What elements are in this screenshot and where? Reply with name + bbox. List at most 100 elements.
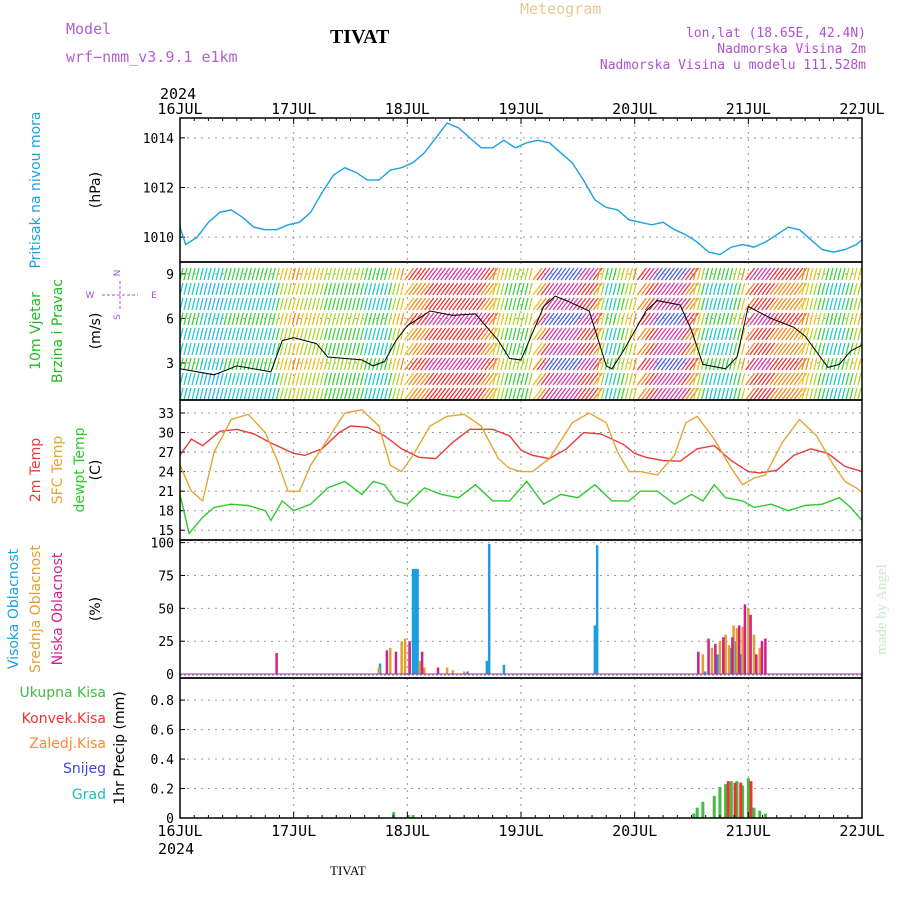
bar-0-4 [466,671,469,675]
wind-barb [817,297,822,311]
wind-barb [428,342,439,356]
wind-barb [560,297,571,311]
wind-barb [604,297,609,311]
wind-barb [849,357,854,371]
wind-barb [652,312,663,326]
wind-barb [753,387,764,400]
wind-barb [741,267,746,281]
wind-barb [592,312,603,326]
bar-1-1 [733,782,737,818]
wind-barb [367,267,373,281]
wind-barb [504,372,509,386]
wind-barb [556,357,567,371]
bar-0-14 [758,810,762,818]
wind-barb [749,267,760,281]
wind-barb [636,297,647,311]
ylabel-wind: (m/s) [88,313,104,350]
wind-barb [672,357,683,371]
wind-barb [440,387,451,400]
wind-barb [480,387,491,400]
wind-barb [267,297,272,311]
wind-barb [287,312,292,326]
wind-barb [440,282,451,296]
wind-barb [632,327,637,341]
wind-barb [741,312,746,326]
wind-barb [448,372,459,386]
wind-barb [572,327,583,341]
xtick-label-top-0: 16JUL [157,100,202,118]
wind-barb [797,267,808,281]
wind-barb [347,267,353,281]
wind-barb [391,267,397,281]
ytick-label-1: 6 [166,312,174,327]
wind-barb [191,267,196,281]
wind-barb [255,267,260,281]
wind-barb [420,297,431,311]
wind-barb [757,372,768,386]
wind-barb [416,357,427,371]
bar-1-12 [718,641,722,675]
wind-barb [448,297,459,311]
wind-barb [444,342,455,356]
wind-barb [556,387,567,400]
wind-barb [853,312,858,326]
wind-barb [520,372,525,386]
wind-barb [544,342,555,356]
wind-barb [187,387,192,400]
wind-barb [604,357,609,371]
wind-barb [219,372,224,386]
wind-barb [720,282,726,296]
wind-barb [379,342,385,356]
wind-barb [520,267,525,281]
wind-barb [668,357,679,371]
wind-barb [347,372,353,386]
wind-barb [708,342,714,356]
wind-barb [263,342,268,356]
wind-barb [183,267,188,281]
wind-barb [724,342,730,356]
wind-barb [753,342,764,356]
wind-barb [716,297,722,311]
bar-1-5 [418,660,422,675]
wind-barb [311,342,317,356]
wind-barb [528,387,533,400]
bar-2-4 [420,651,424,675]
wind-barb [556,342,567,356]
wind-barb [696,372,702,386]
wind-barb [319,297,325,311]
wind-barb [632,267,637,281]
bar-1-0 [377,667,381,675]
wind-barb [825,312,830,326]
wind-barb [207,342,212,356]
wind-barb [737,387,742,400]
wind-barb [580,372,591,386]
wind-barb [223,282,228,296]
wind-barb [749,282,760,296]
wind-barb [636,357,647,371]
wind-barb [207,297,212,311]
bar-0-1 [406,815,410,818]
wind-barb [371,267,377,281]
wind-barb [331,267,337,281]
wind-barb [247,372,252,386]
wind-barb [857,297,862,311]
wind-barb [576,387,587,400]
wind-barb [279,342,284,356]
wind-barb [548,282,559,296]
wind-barb [853,282,858,296]
wind-barb [335,342,341,356]
wind-barb [512,342,517,356]
wind-barb [199,282,204,296]
wind-barb [387,297,393,311]
wind-barb [708,387,714,400]
wind-barb [608,282,613,296]
wind-barb [227,267,232,281]
wind-barb [416,282,427,296]
wind-barb [684,342,696,356]
bar-1-9 [462,671,466,675]
wind-barb [821,387,826,400]
wind-barb [520,357,525,371]
wind-barb [829,312,834,326]
wind-barb [239,342,244,356]
wind-barb [628,282,633,296]
